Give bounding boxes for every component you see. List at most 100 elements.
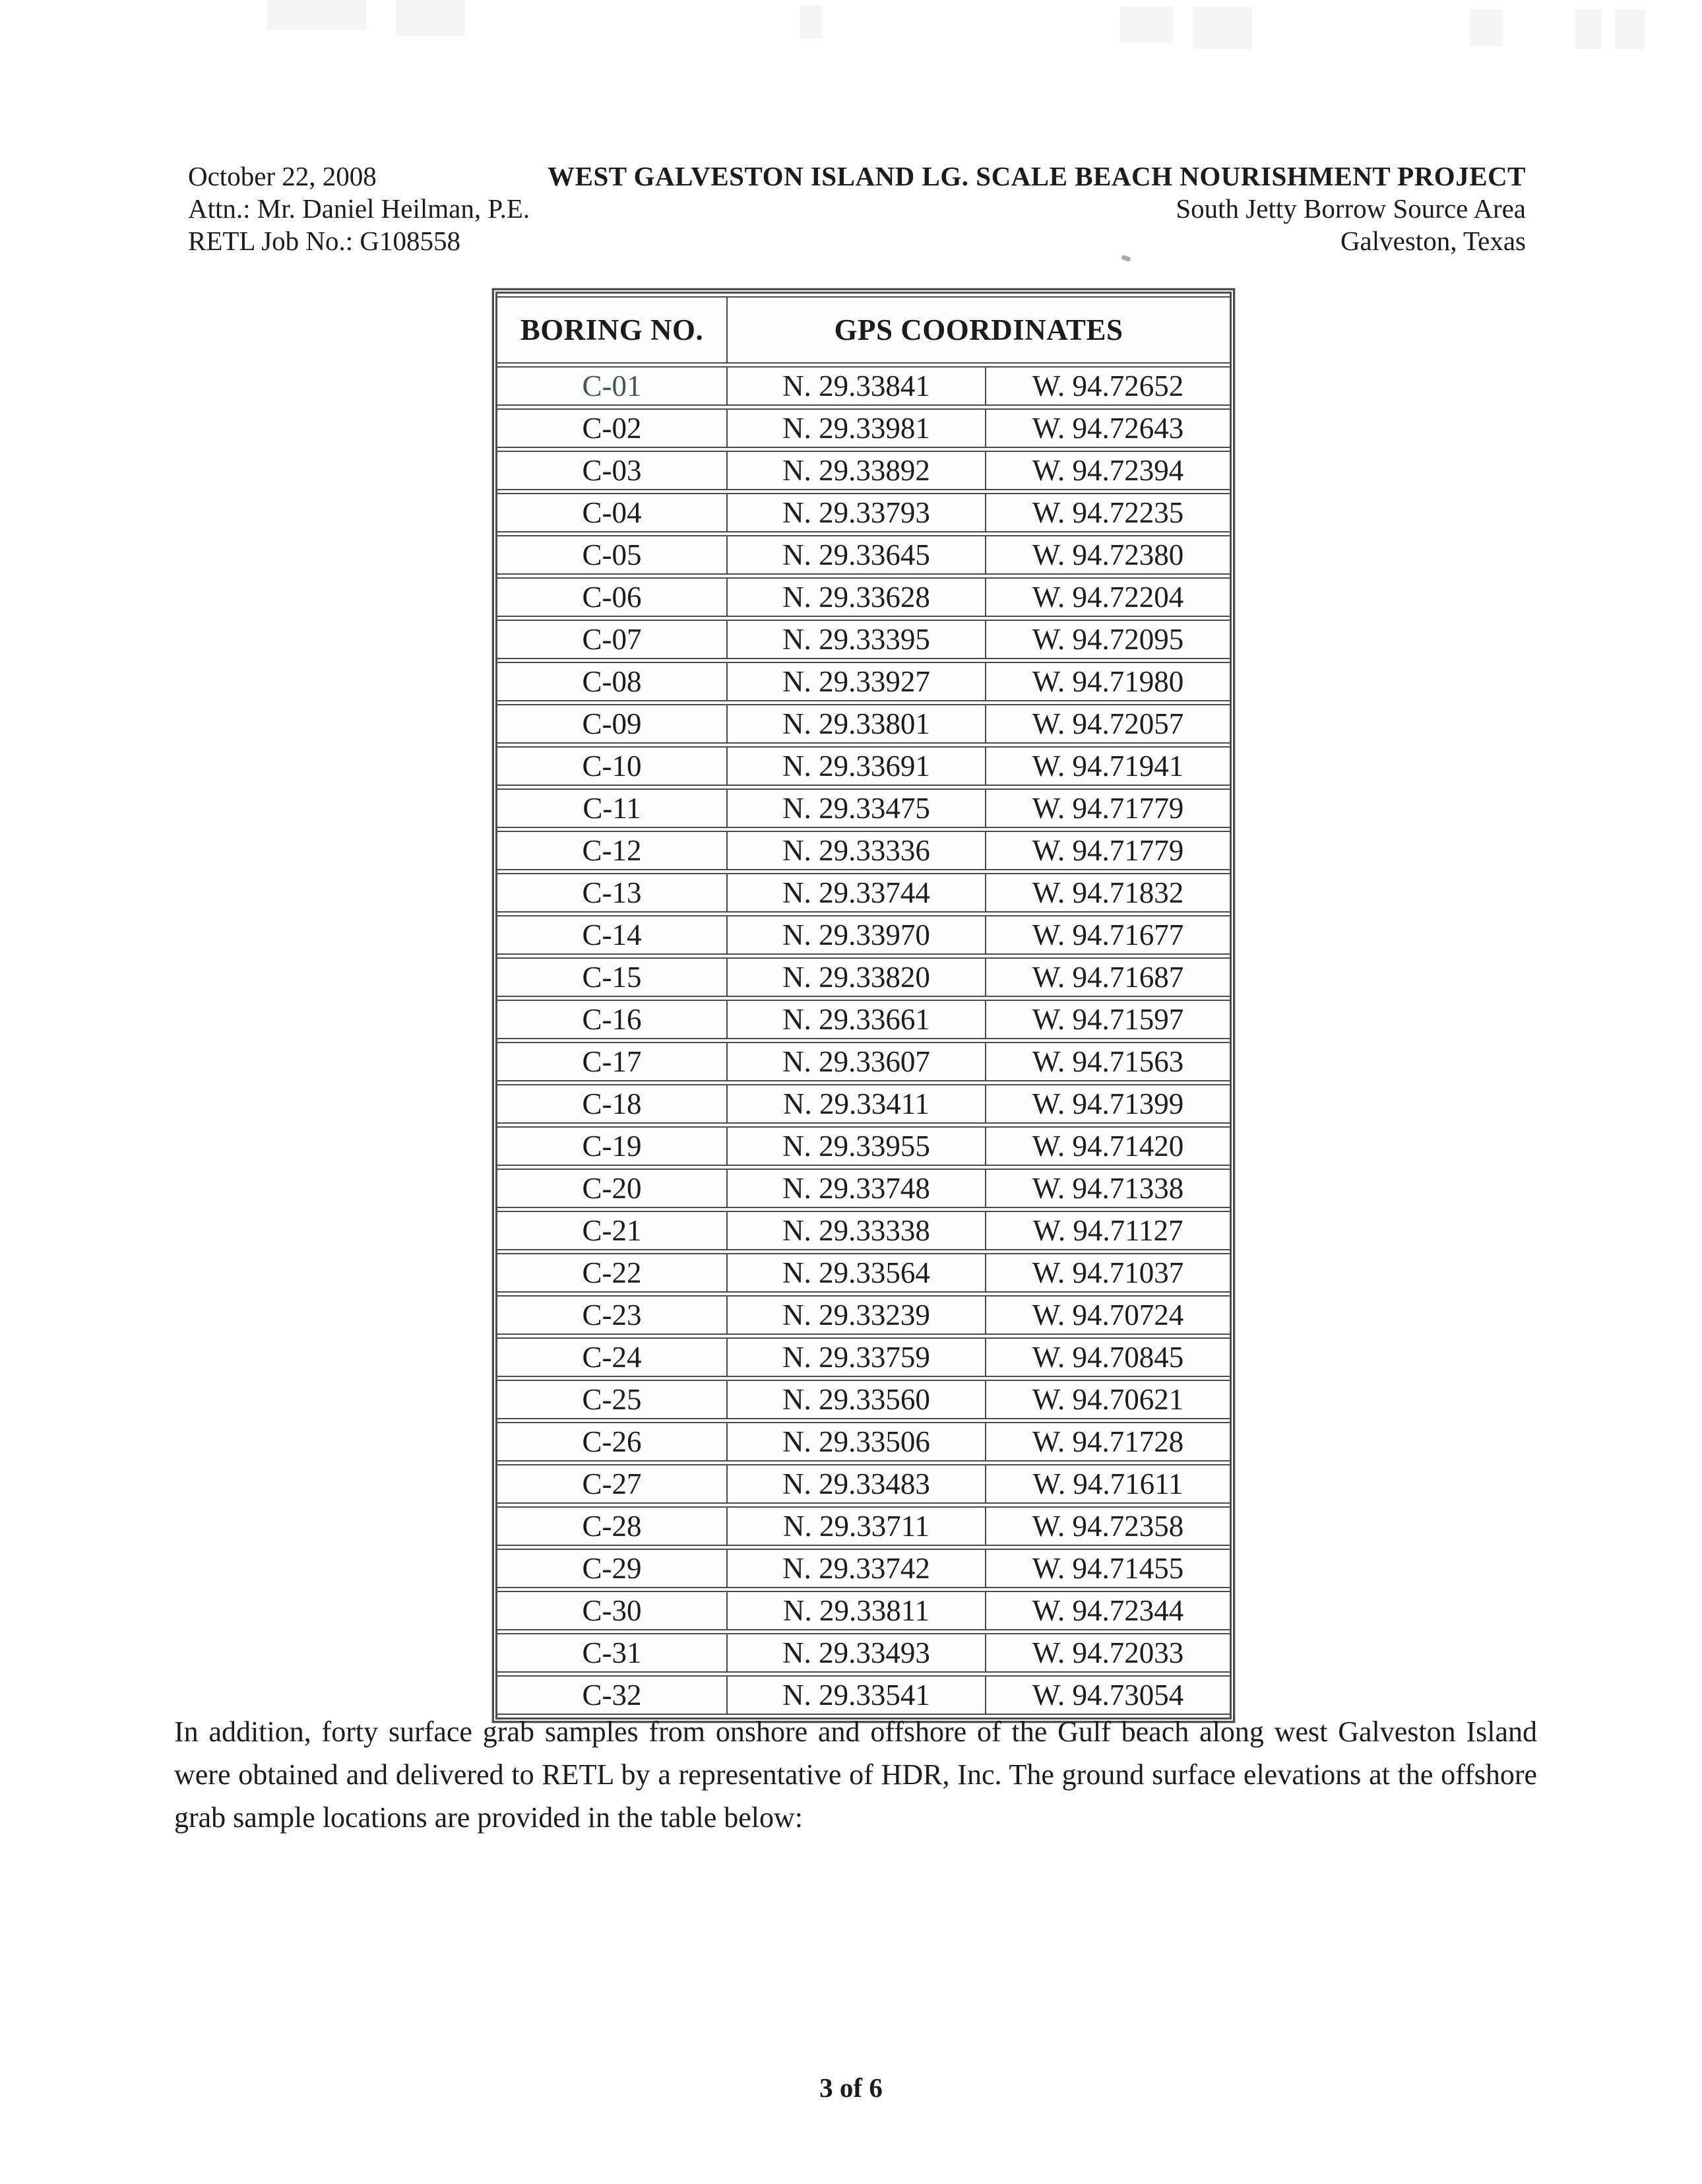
table-row: C-16 N. 29.33661 W. 94.71597 [497,1000,1230,1039]
longitude-cell: W. 94.70621 [985,1380,1230,1419]
table-row: C-15 N. 29.33820 W. 94.71687 [497,957,1230,997]
table-row: C-22 N. 29.33564 W. 94.71037 [497,1253,1230,1293]
latitude-cell: N. 29.33759 [726,1337,985,1377]
scan-artifact [396,0,465,36]
header-date: October 22, 2008 [188,161,377,191]
longitude-cell: W. 94.70724 [985,1295,1230,1335]
table-row: C-05 N. 29.33645 W. 94.72380 [497,535,1230,575]
boring-no-cell: C-17 [497,1042,726,1081]
boring-no-cell: C-22 [497,1253,726,1293]
boring-no-cell: C-25 [497,1380,726,1419]
table-row: C-08 N. 29.33927 W. 94.71980 [497,662,1230,701]
longitude-cell: W. 94.71127 [985,1211,1230,1250]
boring-no-cell: C-12 [497,831,726,870]
longitude-cell: W. 94.71399 [985,1084,1230,1124]
column-header-gps-coordinates: GPS COORDINATES [726,296,1230,364]
latitude-cell: N. 29.33607 [726,1042,985,1081]
table-row: C-07 N. 29.33395 W. 94.72095 [497,620,1230,659]
latitude-cell: N. 29.33661 [726,1000,985,1039]
longitude-cell: W. 94.72380 [985,535,1230,575]
longitude-cell: W. 94.73054 [985,1675,1230,1715]
latitude-cell: N. 29.33395 [726,620,985,659]
longitude-cell: W. 94.72358 [985,1506,1230,1546]
longitude-cell: W. 94.72057 [985,704,1230,744]
header-right-block: WEST GALVESTON ISLAND LG. SCALE BEACH NO… [548,160,1526,257]
latitude-cell: N. 29.33564 [726,1253,985,1293]
table-row: C-28 N. 29.33711 W. 94.72358 [497,1506,1230,1546]
table-row: C-09 N. 29.33801 W. 94.72057 [497,704,1230,744]
table-row: C-25 N. 29.33560 W. 94.70621 [497,1380,1230,1419]
boring-no-cell: C-23 [497,1295,726,1335]
latitude-cell: N. 29.33483 [726,1464,985,1504]
table-row: C-23 N. 29.33239 W. 94.70724 [497,1295,1230,1335]
table-row: C-26 N. 29.33506 W. 94.71728 [497,1422,1230,1461]
table-row: C-19 N. 29.33955 W. 94.71420 [497,1126,1230,1166]
longitude-cell: W. 94.72344 [985,1591,1230,1630]
latitude-cell: N. 29.33748 [726,1169,985,1208]
page-number: 3 of 6 [819,2072,883,2103]
scan-artifact [1470,10,1503,46]
longitude-cell: W. 94.72652 [985,366,1230,406]
scan-artifact [267,0,366,30]
boring-no-cell: C-26 [497,1422,726,1461]
latitude-cell: N. 29.33493 [726,1633,985,1673]
longitude-cell: W. 94.71597 [985,1000,1230,1039]
longitude-cell: W. 94.71832 [985,873,1230,913]
table-row: C-21 N. 29.33338 W. 94.71127 [497,1211,1230,1250]
boring-no-cell: C-28 [497,1506,726,1546]
boring-no-cell: C-02 [497,408,726,448]
longitude-cell: W. 94.72095 [985,620,1230,659]
scan-artifact [800,5,823,38]
longitude-cell: W. 94.72643 [985,408,1230,448]
table-row: C-01 N. 29.33841 W. 94.72652 [497,366,1230,406]
longitude-cell: W. 94.72204 [985,577,1230,617]
latitude-cell: N. 29.33645 [726,535,985,575]
boring-no-cell: C-32 [497,1675,726,1715]
table-row: C-14 N. 29.33970 W. 94.71677 [497,915,1230,955]
latitude-cell: N. 29.33981 [726,408,985,448]
longitude-cell: W. 94.71611 [985,1464,1230,1504]
latitude-cell: N. 29.33801 [726,704,985,744]
latitude-cell: N. 29.33811 [726,1591,985,1630]
latitude-cell: N. 29.33239 [726,1295,985,1335]
boring-no-cell: C-21 [497,1211,726,1250]
longitude-cell: W. 94.72235 [985,493,1230,532]
boring-no-cell: C-08 [497,662,726,701]
latitude-cell: N. 29.33711 [726,1506,985,1546]
boring-no-cell: C-03 [497,451,726,490]
boring-no-cell: C-29 [497,1549,726,1588]
table-row: C-17 N. 29.33607 W. 94.71563 [497,1042,1230,1081]
table-row: C-27 N. 29.33483 W. 94.71611 [497,1464,1230,1504]
table-row: C-12 N. 29.33336 W. 94.71779 [497,831,1230,870]
longitude-cell: W. 94.71677 [985,915,1230,955]
boring-no-cell: C-18 [497,1084,726,1124]
latitude-cell: N. 29.33892 [726,451,985,490]
boring-no-cell: C-07 [497,620,726,659]
table-row: C-29 N. 29.33742 W. 94.71455 [497,1549,1230,1588]
table-row: C-20 N. 29.33748 W. 94.71338 [497,1169,1230,1208]
table-row: C-30 N. 29.33811 W. 94.72344 [497,1591,1230,1630]
boring-no-cell: C-11 [497,788,726,828]
header-job-no: RETL Job No.: G108558 [188,226,461,256]
boring-no-cell: C-24 [497,1337,726,1377]
boring-no-cell: C-20 [497,1169,726,1208]
column-header-boring-no: BORING NO. [497,296,726,364]
latitude-cell: N. 29.33793 [726,493,985,532]
latitude-cell: N. 29.33955 [726,1126,985,1166]
longitude-cell: W. 94.71728 [985,1422,1230,1461]
longitude-cell: W. 94.71563 [985,1042,1230,1081]
table-row: C-02 N. 29.33981 W. 94.72643 [497,408,1230,448]
longitude-cell: W. 94.71455 [985,1549,1230,1588]
latitude-cell: N. 29.33336 [726,831,985,870]
latitude-cell: N. 29.33927 [726,662,985,701]
table-row: C-31 N. 29.33493 W. 94.72033 [497,1633,1230,1673]
latitude-cell: N. 29.33744 [726,873,985,913]
boring-no-cell: C-30 [497,1591,726,1630]
longitude-cell: W. 94.71980 [985,662,1230,701]
boring-no-cell: C-13 [497,873,726,913]
longitude-cell: W. 94.71037 [985,1253,1230,1293]
table-row: C-10 N. 29.33691 W. 94.71941 [497,746,1230,786]
table-row: C-03 N. 29.33892 W. 94.72394 [497,451,1230,490]
project-subtitle: South Jetty Borrow Source Area [1176,193,1526,224]
latitude-cell: N. 29.33411 [726,1084,985,1124]
